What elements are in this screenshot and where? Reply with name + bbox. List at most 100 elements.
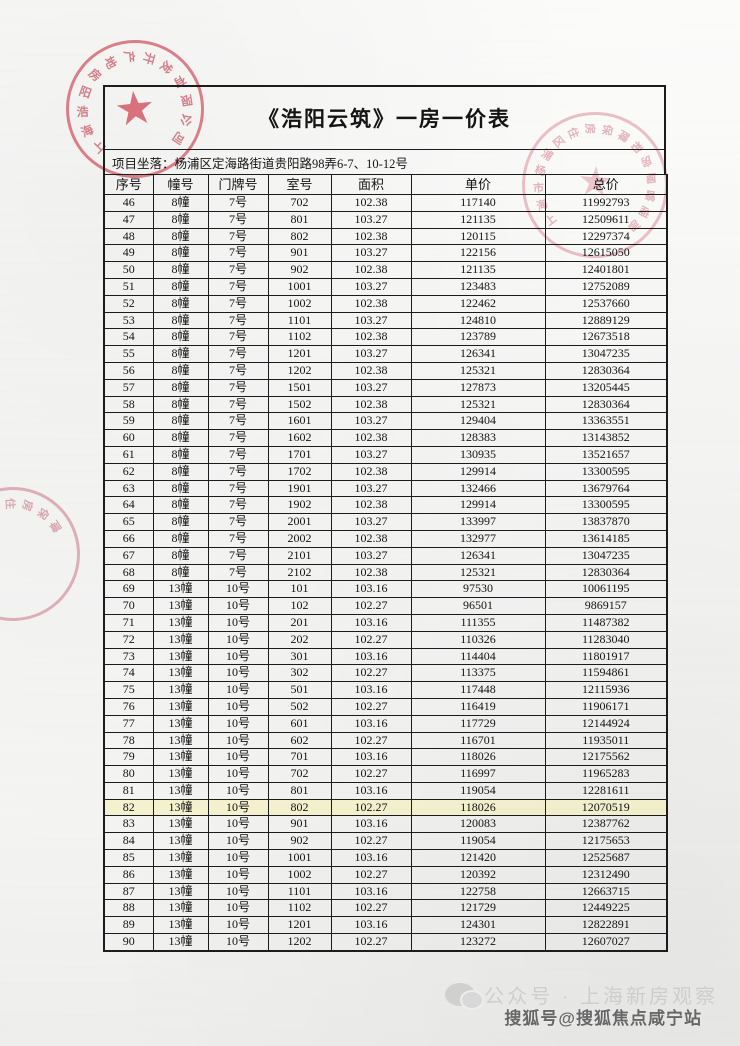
cell-room: 1601 [267, 412, 332, 431]
cell-index: 83 [103, 815, 154, 834]
cell-door: 10号 [207, 697, 269, 716]
cell-index: 75 [103, 681, 154, 699]
table-row: 49 8幢 7号 901 103.27 122156 12615050 [103, 244, 668, 263]
cell-door: 10号 [207, 597, 269, 615]
cell-door: 7号 [207, 445, 269, 464]
table-row: 70 13幢 10号 102 102.27 96501 9869157 [103, 597, 668, 615]
cell-index: 65 [103, 513, 154, 531]
table-row: 64 8幢 7号 1902 102.38 129914 13300595 [103, 496, 668, 515]
cell-area: 102.27 [330, 597, 412, 615]
cell-total-price: 12673518 [544, 328, 668, 347]
cell-index: 53 [103, 311, 154, 330]
cell-room: 601 [267, 714, 332, 733]
cell-room: 302 [267, 664, 332, 683]
cell-index: 50 [103, 261, 154, 279]
table-row: 88 13幢 10号 1102 102.27 121729 12449225 [103, 899, 668, 918]
cell-door: 10号 [207, 681, 269, 699]
cell-index: 84 [103, 832, 154, 851]
cell-door: 10号 [207, 832, 269, 851]
cell-building: 13幢 [152, 798, 209, 817]
price-list-document: 《浩阳云筑》一房一价表 项目坐落： 杨浦区定海路街道贵阳路98弄6-7、10-1… [103, 85, 668, 952]
cell-building: 8幢 [152, 462, 209, 481]
table-row: 58 8幢 7号 1502 102.38 125321 12830364 [103, 395, 668, 414]
cell-total-price: 12144924 [544, 714, 668, 733]
cell-unit-price: 129914 [410, 462, 546, 481]
cell-area: 102.38 [330, 429, 412, 447]
cell-building: 8幢 [152, 378, 209, 397]
table-row: 77 13幢 10号 601 103.16 117729 12144924 [103, 714, 668, 733]
cell-index: 89 [103, 916, 154, 935]
table-row: 51 8幢 7号 1001 103.27 123483 12752089 [103, 277, 668, 296]
cell-door: 7号 [207, 227, 269, 246]
cell-room: 1102 [267, 328, 332, 347]
cell-index: 51 [103, 277, 154, 296]
cell-unit-price: 116701 [410, 731, 546, 750]
cell-door: 7号 [207, 462, 269, 481]
cell-door: 10号 [207, 613, 269, 632]
cell-building: 13幢 [152, 613, 209, 632]
cell-index: 77 [103, 714, 154, 733]
cell-index: 60 [103, 429, 154, 447]
cell-door: 10号 [207, 798, 269, 817]
cell-area: 102.27 [330, 865, 412, 884]
cell-building: 13幢 [152, 597, 209, 615]
cell-index: 76 [103, 697, 154, 716]
cell-room: 1201 [267, 345, 332, 363]
cell-building: 13幢 [152, 832, 209, 851]
table-row: 67 8幢 7号 2101 103.27 126341 13047235 [103, 546, 668, 565]
cell-index: 58 [103, 395, 154, 414]
cell-building: 8幢 [152, 445, 209, 464]
column-header-index: 序号 [103, 174, 154, 195]
cell-index: 52 [103, 294, 154, 313]
column-header-door: 门牌号 [207, 174, 269, 195]
cell-building: 8幢 [152, 513, 209, 531]
wechat-watermark-text: 公众号 · 上海新房观察 [484, 986, 718, 1008]
cell-area: 103.16 [330, 916, 412, 935]
cell-door: 7号 [207, 479, 269, 498]
cell-building: 8幢 [152, 210, 209, 229]
cell-area: 103.27 [330, 244, 412, 263]
cell-total-price: 12615050 [544, 244, 668, 263]
cell-room: 1702 [267, 462, 332, 481]
cell-total-price: 12449225 [544, 899, 668, 918]
table-row: 80 13幢 10号 702 102.27 116997 11965283 [103, 765, 668, 783]
cell-door: 10号 [207, 899, 269, 918]
cell-door: 10号 [207, 781, 269, 800]
cell-unit-price: 111355 [410, 613, 546, 632]
table-row: 63 8幢 7号 1901 103.27 132466 13679764 [103, 479, 668, 498]
table-row: 47 8幢 7号 801 103.27 121135 12509611 [103, 210, 668, 229]
cell-door: 7号 [207, 513, 269, 531]
cell-total-price: 11283040 [544, 630, 668, 649]
cell-index: 72 [103, 630, 154, 649]
cell-room: 501 [267, 681, 332, 699]
cell-area: 102.38 [330, 194, 412, 212]
cell-room: 101 [267, 580, 332, 599]
cell-index: 74 [103, 664, 154, 683]
wechat-icon [445, 983, 485, 1010]
table-header-row: 序号 幢号 门牌号 室号 面积 单价 总价 [103, 174, 668, 195]
wechat-watermark: 公众号 · 上海新房观察 [445, 980, 718, 1010]
cell-building: 13幢 [152, 630, 209, 649]
table-row: 69 13幢 10号 101 103.16 97530 10061195 [103, 580, 668, 599]
cell-room: 202 [267, 630, 332, 649]
cell-door: 7号 [207, 378, 269, 397]
cell-room: 1701 [267, 445, 332, 464]
cell-building: 8幢 [152, 194, 209, 212]
cell-unit-price: 123272 [410, 933, 546, 952]
cell-door: 7号 [207, 345, 269, 363]
cell-building: 13幢 [152, 714, 209, 733]
cell-area: 102.27 [330, 933, 412, 952]
cell-unit-price: 128383 [410, 429, 546, 447]
table-row: 48 8幢 7号 802 102.38 120115 12297374 [103, 227, 668, 246]
cell-index: 56 [103, 361, 154, 380]
cell-door: 7号 [207, 529, 269, 548]
cell-unit-price: 121420 [410, 849, 546, 867]
cell-total-price: 12175562 [544, 748, 668, 767]
cell-unit-price: 97530 [410, 580, 546, 599]
cell-index: 88 [103, 899, 154, 918]
cell-room: 102 [267, 597, 332, 615]
cell-unit-price: 122758 [410, 882, 546, 901]
cell-area: 103.27 [330, 513, 412, 531]
cell-room: 1902 [267, 496, 332, 515]
sohu-watermark-text: 搜狐号@搜狐焦点咸宁站 [504, 1009, 702, 1028]
